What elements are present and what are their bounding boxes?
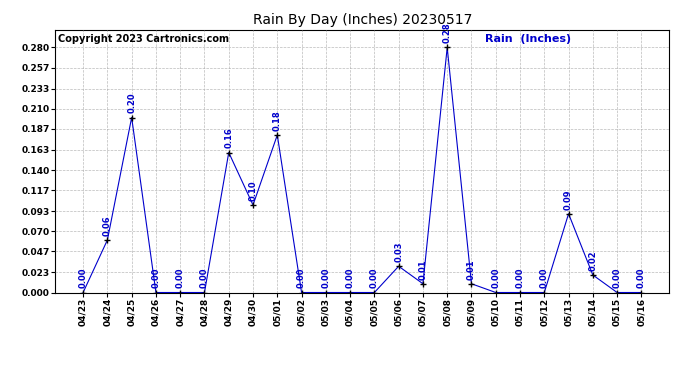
- Text: 0.00: 0.00: [346, 268, 355, 288]
- Text: 0.10: 0.10: [248, 180, 257, 201]
- Text: 0.00: 0.00: [79, 268, 88, 288]
- Text: 0.00: 0.00: [491, 268, 500, 288]
- Text: 0.00: 0.00: [540, 268, 549, 288]
- Text: 0.00: 0.00: [637, 268, 646, 288]
- Text: 0.01: 0.01: [467, 259, 476, 280]
- Text: 0.00: 0.00: [151, 268, 161, 288]
- Text: 0.20: 0.20: [127, 93, 136, 113]
- Text: 0.00: 0.00: [200, 268, 209, 288]
- Text: Rain  (Inches): Rain (Inches): [485, 34, 571, 44]
- Text: 0.00: 0.00: [515, 268, 524, 288]
- Text: Copyright 2023 Cartronics.com: Copyright 2023 Cartronics.com: [58, 34, 229, 44]
- Text: 0.00: 0.00: [370, 268, 379, 288]
- Text: 0.00: 0.00: [613, 268, 622, 288]
- Text: 0.00: 0.00: [297, 268, 306, 288]
- Text: 0.06: 0.06: [103, 215, 112, 236]
- Text: 0.09: 0.09: [564, 189, 573, 210]
- Text: 0.02: 0.02: [589, 250, 598, 271]
- Text: 0.16: 0.16: [224, 128, 233, 148]
- Text: 0.00: 0.00: [176, 268, 185, 288]
- Title: Rain By Day (Inches) 20230517: Rain By Day (Inches) 20230517: [253, 13, 472, 27]
- Text: 0.01: 0.01: [418, 259, 427, 280]
- Text: 0.18: 0.18: [273, 110, 282, 131]
- Text: 0.28: 0.28: [443, 23, 452, 44]
- Text: 0.03: 0.03: [394, 242, 403, 262]
- Text: 0.00: 0.00: [322, 268, 331, 288]
